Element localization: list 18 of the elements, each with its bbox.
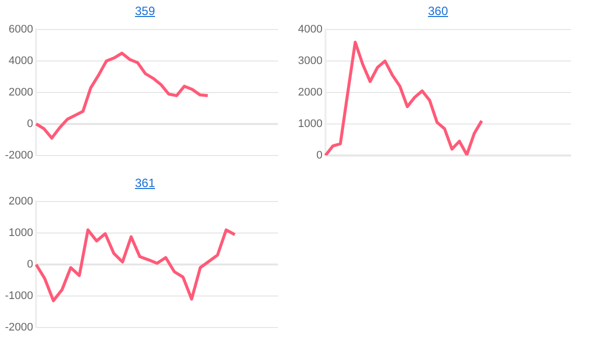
chart-title: 360 [426, 4, 450, 18]
y-tick-label: 3000 [298, 55, 322, 68]
y-tick-label: 1000 [298, 118, 322, 130]
y-tick-label: 4000 [298, 24, 322, 36]
y-tick-label: 2000 [298, 86, 322, 99]
y-tick-label: 2000 [8, 86, 34, 99]
y-tick-label: -2000 [4, 149, 34, 162]
y-tick-label: -2000 [4, 321, 34, 334]
y-tick-label: 0 [27, 118, 34, 130]
y-tick-label: 6000 [8, 24, 34, 36]
y-tick-label: -1000 [4, 290, 34, 302]
y-tick-label: 2000 [8, 196, 34, 208]
y-tick-label: 1000 [8, 227, 34, 240]
chart-title: 359 [134, 4, 156, 18]
y-tick-label: 0 [27, 258, 34, 271]
y-tick-label: 0 [316, 149, 322, 162]
y-tick-label: 4000 [8, 55, 34, 68]
chart-title: 361 [134, 176, 156, 190]
